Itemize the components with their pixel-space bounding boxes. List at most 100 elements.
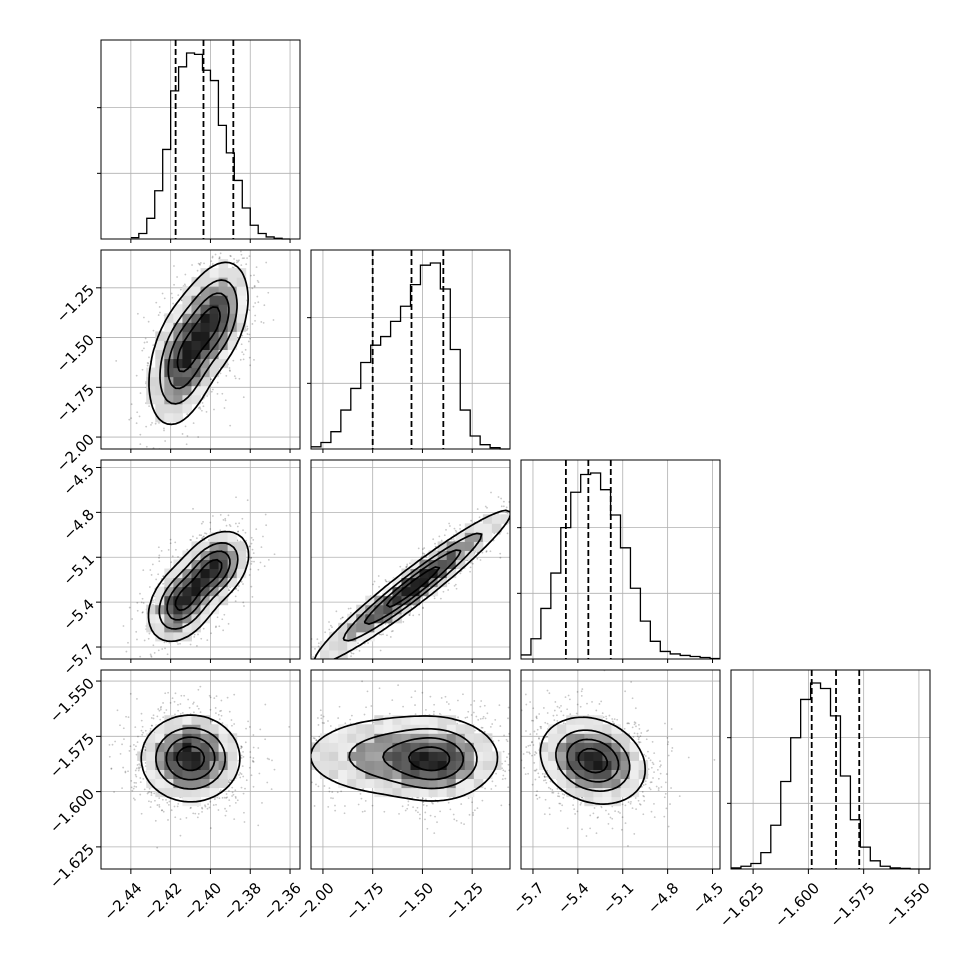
sample-point — [213, 408, 215, 411]
density-cell — [155, 340, 165, 350]
sample-point — [150, 574, 153, 576]
sample-point — [179, 703, 182, 705]
sample-point — [336, 791, 339, 794]
sample-point — [163, 429, 165, 432]
sample-point — [244, 787, 246, 790]
sample-point — [224, 807, 226, 810]
sample-point — [448, 522, 451, 525]
sample-point — [168, 800, 171, 803]
sample-point — [254, 302, 257, 304]
sample-point — [174, 541, 177, 544]
sample-point — [306, 664, 308, 666]
sample-point — [264, 513, 267, 516]
density-cell — [182, 586, 192, 597]
density-cell — [209, 769, 220, 780]
density-cell — [383, 613, 393, 624]
density-cell — [173, 715, 183, 725]
sample-point — [513, 505, 515, 507]
density-cell — [182, 577, 192, 588]
hist-panel-0 — [97, 39, 301, 240]
sample-point — [157, 573, 160, 576]
sample-point — [114, 740, 117, 743]
sample-point — [132, 797, 135, 800]
pair-panel-3-0 — [100, 669, 301, 870]
sample-point — [218, 797, 221, 800]
sample-point — [525, 494, 527, 496]
density-cell — [419, 586, 430, 597]
density-cell — [200, 304, 211, 314]
sample-point — [240, 773, 243, 775]
density-cell — [182, 313, 192, 323]
sample-point — [131, 789, 134, 792]
sample-point — [142, 316, 145, 319]
density-cell — [146, 376, 156, 387]
sample-point — [204, 805, 207, 808]
sample-point — [152, 714, 155, 717]
sample-point — [349, 611, 352, 614]
sample-point — [249, 545, 251, 548]
contour-level-1 — [155, 727, 227, 790]
sample-point — [250, 542, 253, 545]
sample-point — [209, 708, 212, 711]
density-cell — [437, 559, 448, 570]
sample-point — [177, 703, 179, 706]
sample-point — [380, 633, 383, 636]
sample-point — [228, 790, 230, 792]
density-cell — [155, 412, 165, 423]
density-cell — [155, 631, 165, 642]
density-cell — [365, 631, 375, 642]
sample-point — [530, 507, 532, 509]
sample-point — [243, 257, 245, 260]
sample-point — [168, 641, 171, 644]
sample-point — [238, 203, 240, 205]
density-cell — [200, 778, 211, 789]
density-cell — [218, 760, 229, 770]
sample-point — [213, 247, 215, 249]
sample-point — [412, 614, 415, 617]
density-cell — [218, 769, 229, 780]
sample-point — [142, 602, 145, 604]
density-cell — [164, 322, 174, 332]
sample-point — [200, 243, 202, 245]
sample-point — [210, 632, 213, 635]
sample-point — [160, 461, 162, 463]
density-cell — [200, 541, 211, 551]
sample-point — [476, 551, 479, 554]
density-cell — [173, 742, 183, 752]
sample-point — [232, 359, 235, 362]
sample-point — [517, 505, 519, 507]
contour-level-3 — [385, 566, 441, 608]
sample-point — [139, 766, 142, 769]
sample-point — [274, 691, 276, 693]
sample-point — [173, 700, 176, 703]
sample-point — [378, 585, 380, 588]
density-cell — [173, 313, 183, 323]
density-cell — [200, 742, 211, 752]
sample-point — [189, 807, 192, 810]
density-cell — [155, 595, 165, 606]
sample-point — [239, 358, 242, 361]
density-cell — [209, 550, 220, 560]
pair-content — [101, 203, 300, 463]
density-cell — [236, 295, 247, 305]
sample-point — [159, 311, 161, 314]
density-cell — [146, 751, 156, 761]
contour-level-2 — [166, 550, 231, 621]
sample-point — [485, 550, 488, 553]
sample-point — [406, 565, 409, 567]
sample-point — [390, 630, 393, 633]
sample-point — [113, 791, 115, 793]
sample-point — [512, 507, 514, 509]
sample-point — [186, 413, 189, 416]
sample-point — [372, 583, 374, 586]
sample-point — [148, 405, 150, 408]
sample-point — [183, 283, 186, 286]
density-cell — [218, 259, 229, 269]
sample-point — [143, 788, 146, 791]
sample-point — [151, 563, 154, 566]
histogram-step-2 — [521, 472, 720, 660]
sample-point — [470, 561, 472, 564]
sample-point — [271, 759, 273, 762]
sample-point — [268, 758, 271, 761]
